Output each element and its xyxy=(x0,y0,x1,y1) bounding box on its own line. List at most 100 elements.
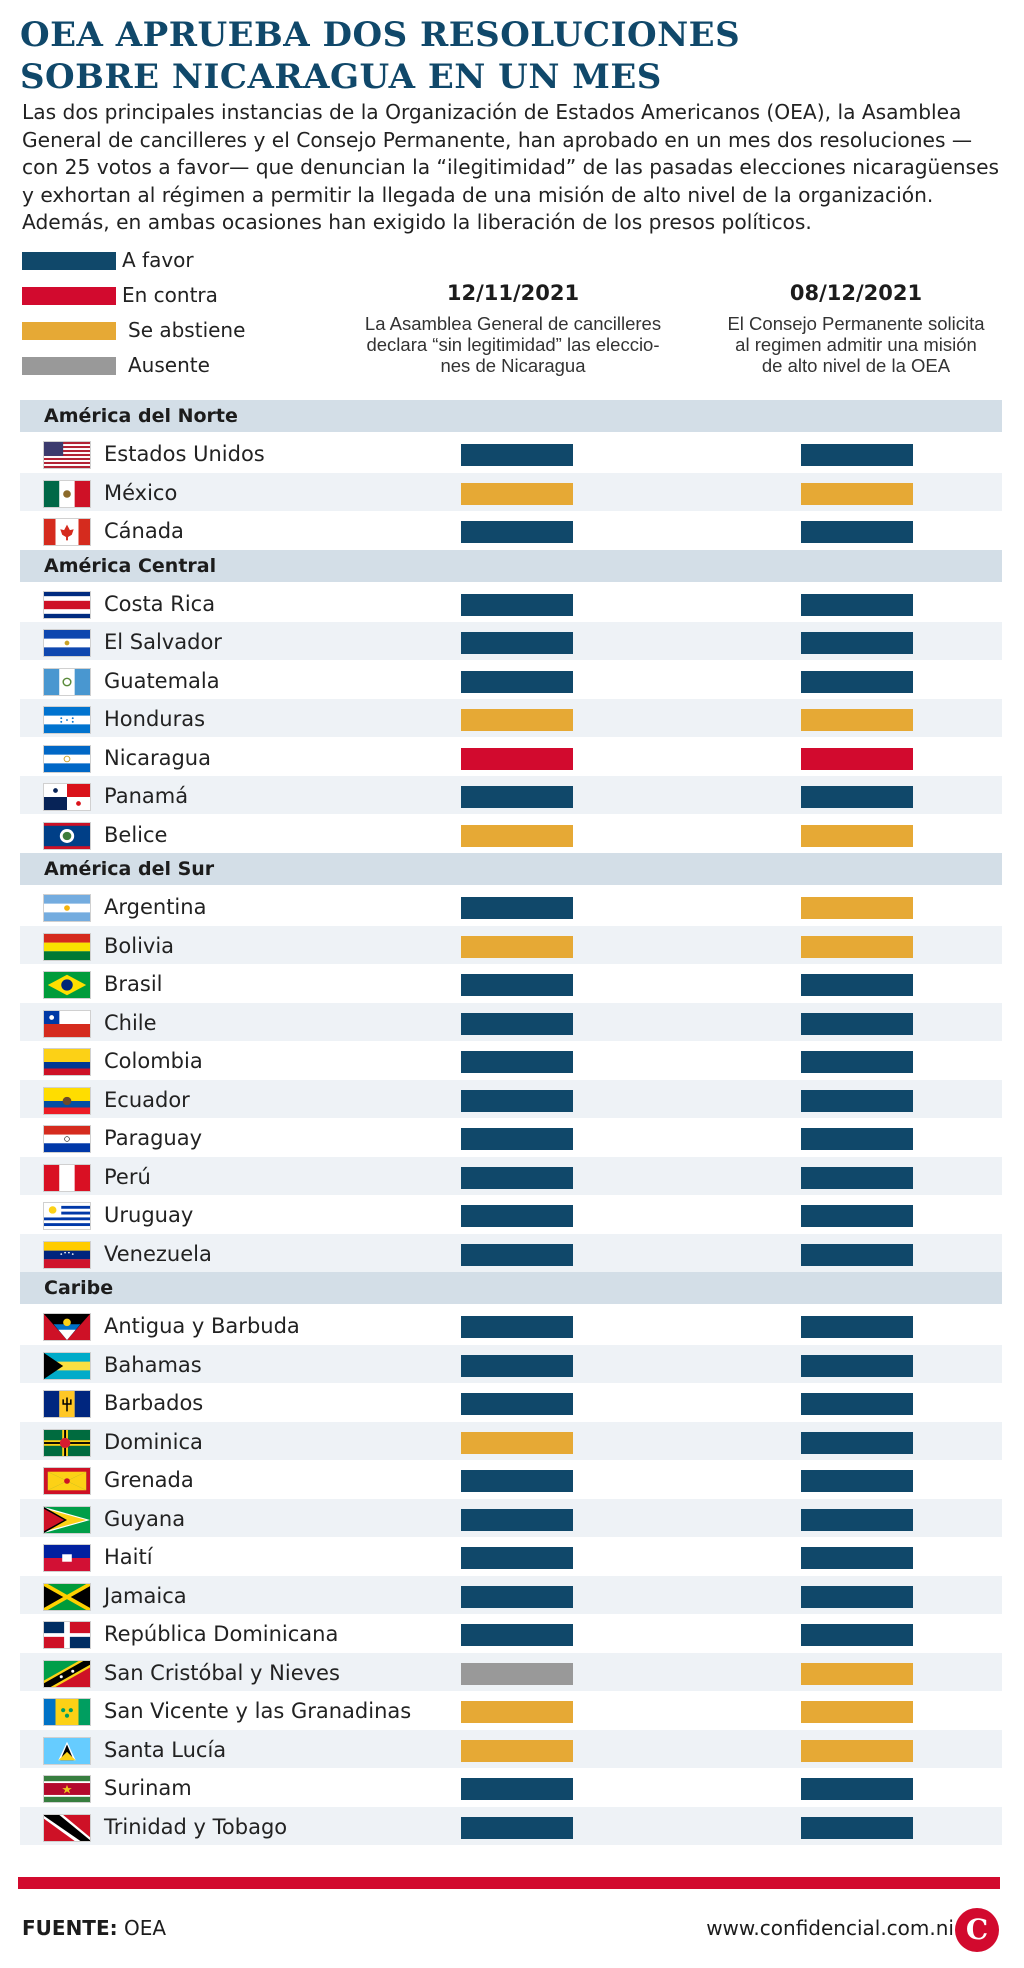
legend-label: A favor xyxy=(122,248,194,272)
table-row: Dominica xyxy=(20,1421,1002,1460)
table-row: Honduras xyxy=(20,699,1002,737)
country-name: Dominica xyxy=(104,1429,203,1454)
country-name: Argentina xyxy=(104,895,207,919)
column-description: La Asamblea General de cancilleres decla… xyxy=(340,313,686,376)
vote-bar-2 xyxy=(801,1662,913,1685)
table-row: Chile xyxy=(20,1002,1002,1041)
vote-bar-1 xyxy=(461,747,573,770)
table-row: Nicaragua xyxy=(20,738,1002,776)
country-name: Guyana xyxy=(104,1506,186,1531)
legend-item-se-abstiene: Se abstiene xyxy=(22,316,342,344)
vote-bar-1 xyxy=(461,824,573,847)
dominica-flag-icon xyxy=(43,1428,91,1457)
table-row: Perú xyxy=(20,1156,1002,1195)
column-description-line: La Asamblea General de cancilleres xyxy=(364,313,662,334)
vote-bar-2 xyxy=(801,593,913,616)
guatemala-flag-icon xyxy=(43,667,91,696)
vote-bar-1 xyxy=(461,1624,573,1646)
saint-kitts-flag-icon xyxy=(43,1659,91,1688)
vote-bar-1 xyxy=(461,1089,573,1112)
vote-bar-2 xyxy=(801,1393,913,1415)
guyana-flag-icon xyxy=(43,1505,91,1534)
belize-flag-icon xyxy=(43,821,91,850)
barbados-flag-icon xyxy=(43,1390,91,1418)
country-name: Surinam xyxy=(104,1776,192,1800)
table-row: Bahamas xyxy=(20,1344,1002,1383)
el-salvador-flag-icon xyxy=(43,629,91,657)
trinidad-flag-icon xyxy=(43,1813,91,1842)
country-name: Guatemala xyxy=(104,668,220,693)
country-name: Costa Rica xyxy=(104,591,216,616)
logo-letter: C xyxy=(965,1913,989,1946)
column-description-line: El Consejo Permanente solicita xyxy=(727,313,985,334)
group-band: América del Sur xyxy=(20,853,1002,885)
vote-bar-2 xyxy=(801,1431,913,1454)
column-date: 08/12/2021 xyxy=(789,281,923,305)
vote-bar-1 xyxy=(461,1012,573,1035)
nicaragua-flag-icon xyxy=(43,744,91,773)
grenada-flag-icon xyxy=(43,1467,91,1495)
vote-bar-1 xyxy=(461,1816,573,1839)
vote-bar-1 xyxy=(461,786,573,808)
table-row: Cánada xyxy=(20,511,1002,549)
country-name: Ecuador xyxy=(104,1087,190,1112)
paraguay-flag-icon xyxy=(43,1125,91,1153)
table-row: Argentina xyxy=(20,887,1002,925)
costa-rica-flag-icon xyxy=(43,590,91,619)
legend-swatch-ausente xyxy=(22,357,116,375)
vote-bar-1 xyxy=(461,521,573,543)
saint-vincent-flag-icon xyxy=(43,1698,91,1726)
vote-bar-1 xyxy=(461,1205,573,1227)
colombia-flag-icon xyxy=(43,1048,91,1076)
website-url: www.confidencial.com.ni xyxy=(706,1916,954,1940)
table-row: Grenada xyxy=(20,1460,1002,1498)
vote-bar-2 xyxy=(801,482,913,505)
vote-bar-2 xyxy=(801,974,913,996)
table-row: Panamá xyxy=(20,776,1002,814)
table-row: Paraguay xyxy=(20,1118,1002,1156)
vote-bar-2 xyxy=(801,1166,913,1189)
vote-bar-1 xyxy=(461,1166,573,1189)
vote-bar-1 xyxy=(461,709,573,731)
vote-bar-2 xyxy=(801,1624,913,1646)
vote-bar-1 xyxy=(461,974,573,996)
country-name: Paraguay xyxy=(104,1126,203,1150)
vote-bar-2 xyxy=(801,1243,913,1266)
vote-bar-1 xyxy=(461,1431,573,1454)
country-name: Bahamas xyxy=(104,1352,202,1377)
column-date: 12/11/2021 xyxy=(446,281,580,305)
country-name: Belice xyxy=(104,822,168,847)
vote-bar-2 xyxy=(801,1012,913,1035)
country-name: Grenada xyxy=(104,1468,194,1492)
uruguay-flag-icon xyxy=(43,1202,91,1230)
country-name: México xyxy=(104,480,178,505)
vote-bar-1 xyxy=(461,1662,573,1685)
vote-bar-1 xyxy=(461,670,573,693)
vote-bar-2 xyxy=(801,824,913,847)
column-description-line: de alto nivel de la OEA xyxy=(761,355,951,376)
vote-bar-1 xyxy=(461,1243,573,1266)
brazil-flag-icon xyxy=(43,971,91,999)
table-row: San Vicente y las Granadinas xyxy=(20,1691,1002,1729)
table-row: República Dominicana xyxy=(20,1614,1002,1652)
mexico-flag-icon xyxy=(43,479,91,508)
vote-bar-2 xyxy=(801,1585,913,1608)
table-row: Santa Lucía xyxy=(20,1729,1002,1768)
legend-label: En contra xyxy=(122,283,218,307)
vote-bar-2 xyxy=(801,1316,913,1338)
table-row: Surinam xyxy=(20,1768,1002,1806)
table-row: Barbados xyxy=(20,1383,1002,1421)
country-name: Estados Unidos xyxy=(104,442,265,466)
vote-bar-2 xyxy=(801,897,913,919)
vote-bar-2 xyxy=(801,709,913,731)
vote-bar-2 xyxy=(801,632,913,654)
vote-bar-2 xyxy=(801,1547,913,1569)
legend-item-en-contra: En contra xyxy=(22,281,342,309)
vote-bar-2 xyxy=(801,670,913,693)
column-description-line: nes de Nicaragua xyxy=(440,355,586,376)
vote-bar-1 xyxy=(461,1354,573,1377)
vote-bar-1 xyxy=(461,1739,573,1762)
group-band: América del Norte xyxy=(20,400,1002,432)
group-label: Caribe xyxy=(44,1277,114,1299)
argentina-flag-icon xyxy=(43,894,91,922)
